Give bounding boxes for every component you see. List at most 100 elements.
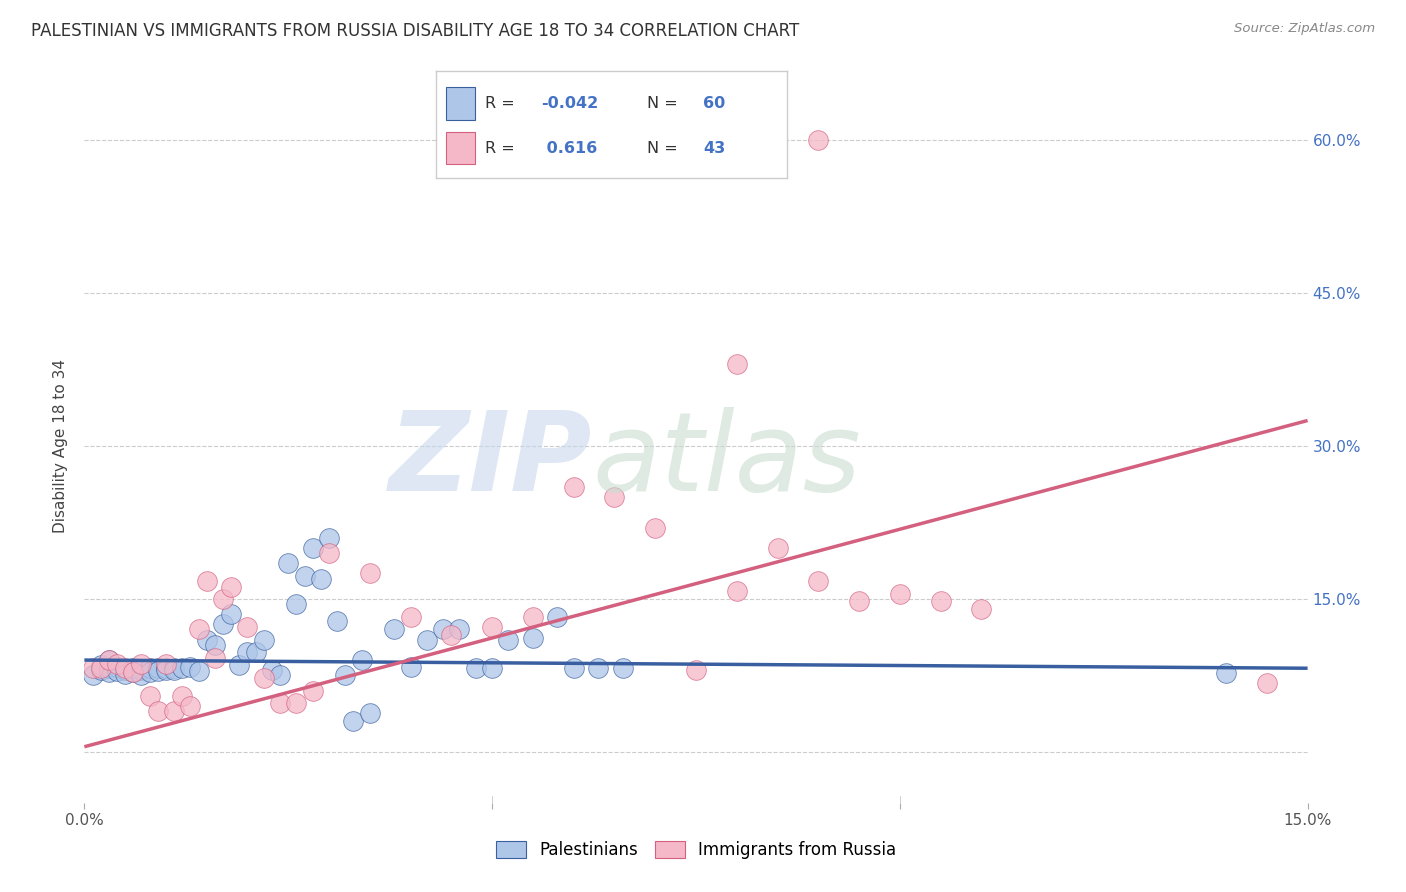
Point — [172, 661, 194, 675]
Point — [172, 689, 194, 703]
Point — [90, 661, 112, 675]
Point — [114, 661, 136, 675]
Point — [562, 661, 585, 675]
Point — [359, 706, 381, 720]
Text: -0.042: -0.042 — [541, 96, 599, 111]
Point — [212, 617, 235, 632]
Point — [187, 623, 209, 637]
Point — [105, 657, 128, 672]
Point — [277, 556, 299, 570]
Point — [498, 632, 520, 647]
Point — [82, 661, 104, 675]
Point — [97, 653, 120, 667]
Point — [155, 661, 177, 675]
Point — [138, 689, 160, 703]
Point — [562, 480, 585, 494]
Point — [236, 645, 259, 659]
Point — [146, 704, 169, 718]
Point — [253, 672, 276, 686]
Point — [90, 658, 112, 673]
Point — [219, 580, 242, 594]
Point — [335, 668, 357, 682]
Point — [245, 645, 267, 659]
Text: 60: 60 — [703, 96, 725, 111]
Point — [114, 663, 136, 677]
Point — [105, 660, 128, 674]
Point — [350, 653, 373, 667]
Point — [481, 661, 503, 675]
FancyBboxPatch shape — [447, 87, 475, 120]
Point — [309, 572, 332, 586]
Text: R =: R = — [485, 141, 520, 156]
Point — [163, 661, 186, 675]
Point — [522, 610, 544, 624]
Point — [399, 660, 422, 674]
Point — [195, 632, 218, 647]
Point — [285, 696, 308, 710]
Text: 0.616: 0.616 — [541, 141, 598, 156]
Point — [301, 683, 323, 698]
Point — [131, 657, 153, 672]
Point — [399, 610, 422, 624]
Point — [90, 663, 112, 677]
Point — [342, 714, 364, 729]
Point — [163, 704, 186, 718]
Point — [195, 574, 218, 588]
Point — [848, 594, 870, 608]
Point — [1256, 675, 1278, 690]
Point — [122, 665, 145, 680]
Point — [97, 665, 120, 680]
Text: Source: ZipAtlas.com: Source: ZipAtlas.com — [1234, 22, 1375, 36]
Point — [187, 665, 209, 679]
Text: N =: N = — [647, 96, 683, 111]
Point — [301, 541, 323, 555]
Point — [105, 665, 128, 679]
Point — [807, 133, 830, 147]
Point — [807, 574, 830, 588]
Point — [1215, 666, 1237, 681]
Text: atlas: atlas — [592, 407, 860, 514]
Point — [586, 661, 609, 675]
Text: R =: R = — [485, 96, 520, 111]
Point — [432, 623, 454, 637]
Point — [155, 657, 177, 672]
Point — [204, 638, 226, 652]
Point — [269, 668, 291, 682]
Point — [138, 661, 160, 675]
Point — [644, 520, 666, 534]
FancyBboxPatch shape — [447, 132, 475, 164]
Point — [929, 594, 952, 608]
Point — [155, 663, 177, 677]
Point — [326, 615, 349, 629]
Point — [212, 591, 235, 606]
Point — [685, 663, 707, 677]
Point — [603, 490, 626, 504]
Point — [163, 663, 186, 677]
Point — [179, 698, 201, 713]
Point — [131, 663, 153, 677]
Point — [236, 620, 259, 634]
Point — [219, 607, 242, 622]
Point — [440, 627, 463, 641]
Point — [204, 651, 226, 665]
Point — [766, 541, 789, 555]
Point — [131, 668, 153, 682]
Point — [725, 583, 748, 598]
Point — [449, 623, 471, 637]
Point — [146, 665, 169, 679]
Y-axis label: Disability Age 18 to 34: Disability Age 18 to 34 — [53, 359, 69, 533]
Point — [97, 653, 120, 667]
Point — [889, 587, 911, 601]
Point — [522, 631, 544, 645]
Point — [612, 661, 634, 675]
Point — [294, 569, 316, 583]
Point — [228, 658, 250, 673]
Point — [285, 597, 308, 611]
Text: ZIP: ZIP — [388, 407, 592, 514]
Point — [253, 632, 276, 647]
Text: N =: N = — [647, 141, 683, 156]
Point — [179, 660, 201, 674]
Point — [481, 620, 503, 634]
Point — [146, 661, 169, 675]
Legend: Palestinians, Immigrants from Russia: Palestinians, Immigrants from Russia — [489, 834, 903, 866]
